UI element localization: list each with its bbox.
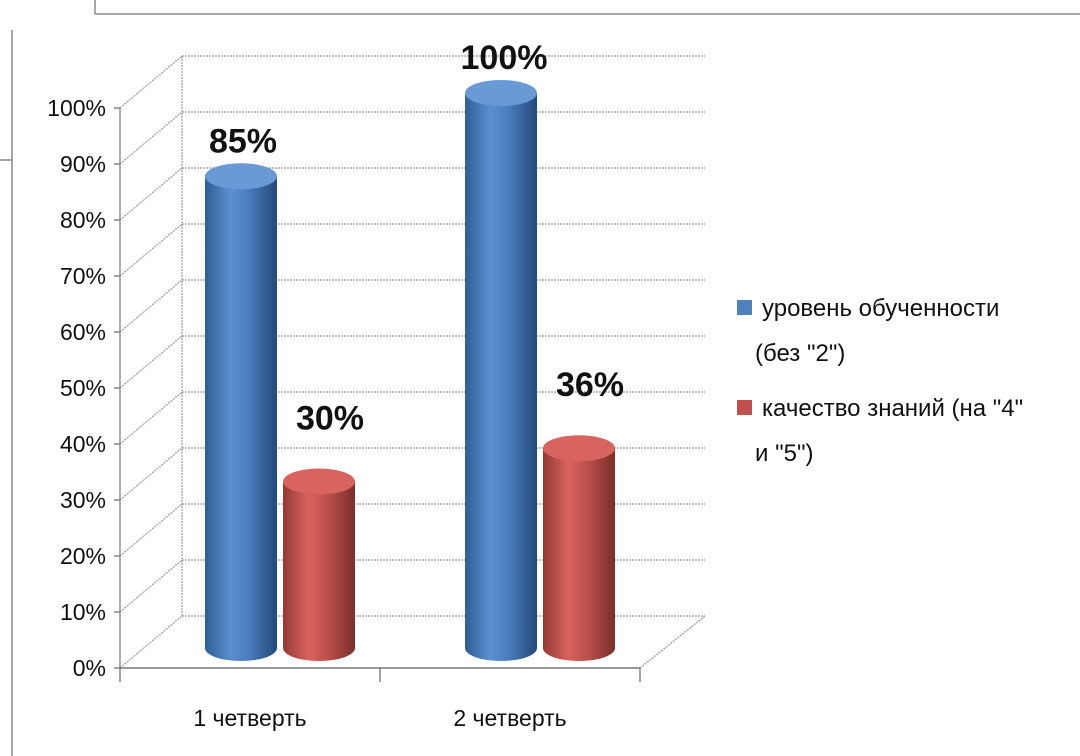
bar-cylinder <box>283 468 355 661</box>
gridline-side <box>119 335 183 389</box>
data-label: 85% <box>209 122 277 160</box>
gridline-side <box>119 615 183 669</box>
legend-label: уровень обученности (без "2") <box>755 295 999 367</box>
y-tick-label: 80% <box>60 207 106 233</box>
bar-body <box>543 448 615 661</box>
bar-cylinder <box>543 435 615 661</box>
y-tick-label: 60% <box>60 319 106 345</box>
y-tick-label: 50% <box>60 375 106 401</box>
bar-cylinder <box>205 163 277 661</box>
y-tick-label: 30% <box>60 487 106 513</box>
gridline-side <box>119 503 183 557</box>
data-label: 36% <box>556 366 624 404</box>
bar-body <box>465 93 537 661</box>
legend: уровень обученности (без "2") качество зна… <box>737 295 1023 467</box>
gridline-side <box>119 391 183 445</box>
floor-right-edge <box>639 615 706 669</box>
bar-top <box>205 163 277 190</box>
bar-body <box>205 176 277 661</box>
y-tick-label: 10% <box>60 599 106 625</box>
bar-top <box>283 468 355 495</box>
gridline-side <box>119 55 183 109</box>
y-tick-label: 70% <box>60 263 106 289</box>
category-label: 1 четверть <box>193 705 306 731</box>
legend-swatch <box>737 400 752 415</box>
labels-layer: 85% 100% 30% 36% <box>209 39 624 438</box>
bar-cylinder <box>465 80 537 661</box>
gridline-side <box>119 167 183 221</box>
y-tick-label: 40% <box>60 431 106 457</box>
gridline-side <box>119 223 183 277</box>
gridline-side <box>119 111 183 165</box>
data-label: 30% <box>296 400 364 438</box>
gridline-side <box>119 559 183 613</box>
bar-top <box>465 80 537 106</box>
y-tick-label: 100% <box>47 95 106 121</box>
category-label: 2 четверть <box>453 705 566 731</box>
data-label: 100% <box>461 39 548 77</box>
y-tick-label: 20% <box>60 543 106 569</box>
bars-layer <box>205 80 615 661</box>
gridline-side <box>119 447 183 501</box>
bar-body <box>283 481 355 661</box>
y-tick-label: 0% <box>73 655 106 681</box>
y-tick-label: 90% <box>60 151 106 177</box>
legend-label: качество знаний (на "4" и "5") <box>755 395 1023 467</box>
gridline-side <box>119 279 183 333</box>
bar-top <box>543 435 615 462</box>
legend-swatch <box>737 300 752 315</box>
